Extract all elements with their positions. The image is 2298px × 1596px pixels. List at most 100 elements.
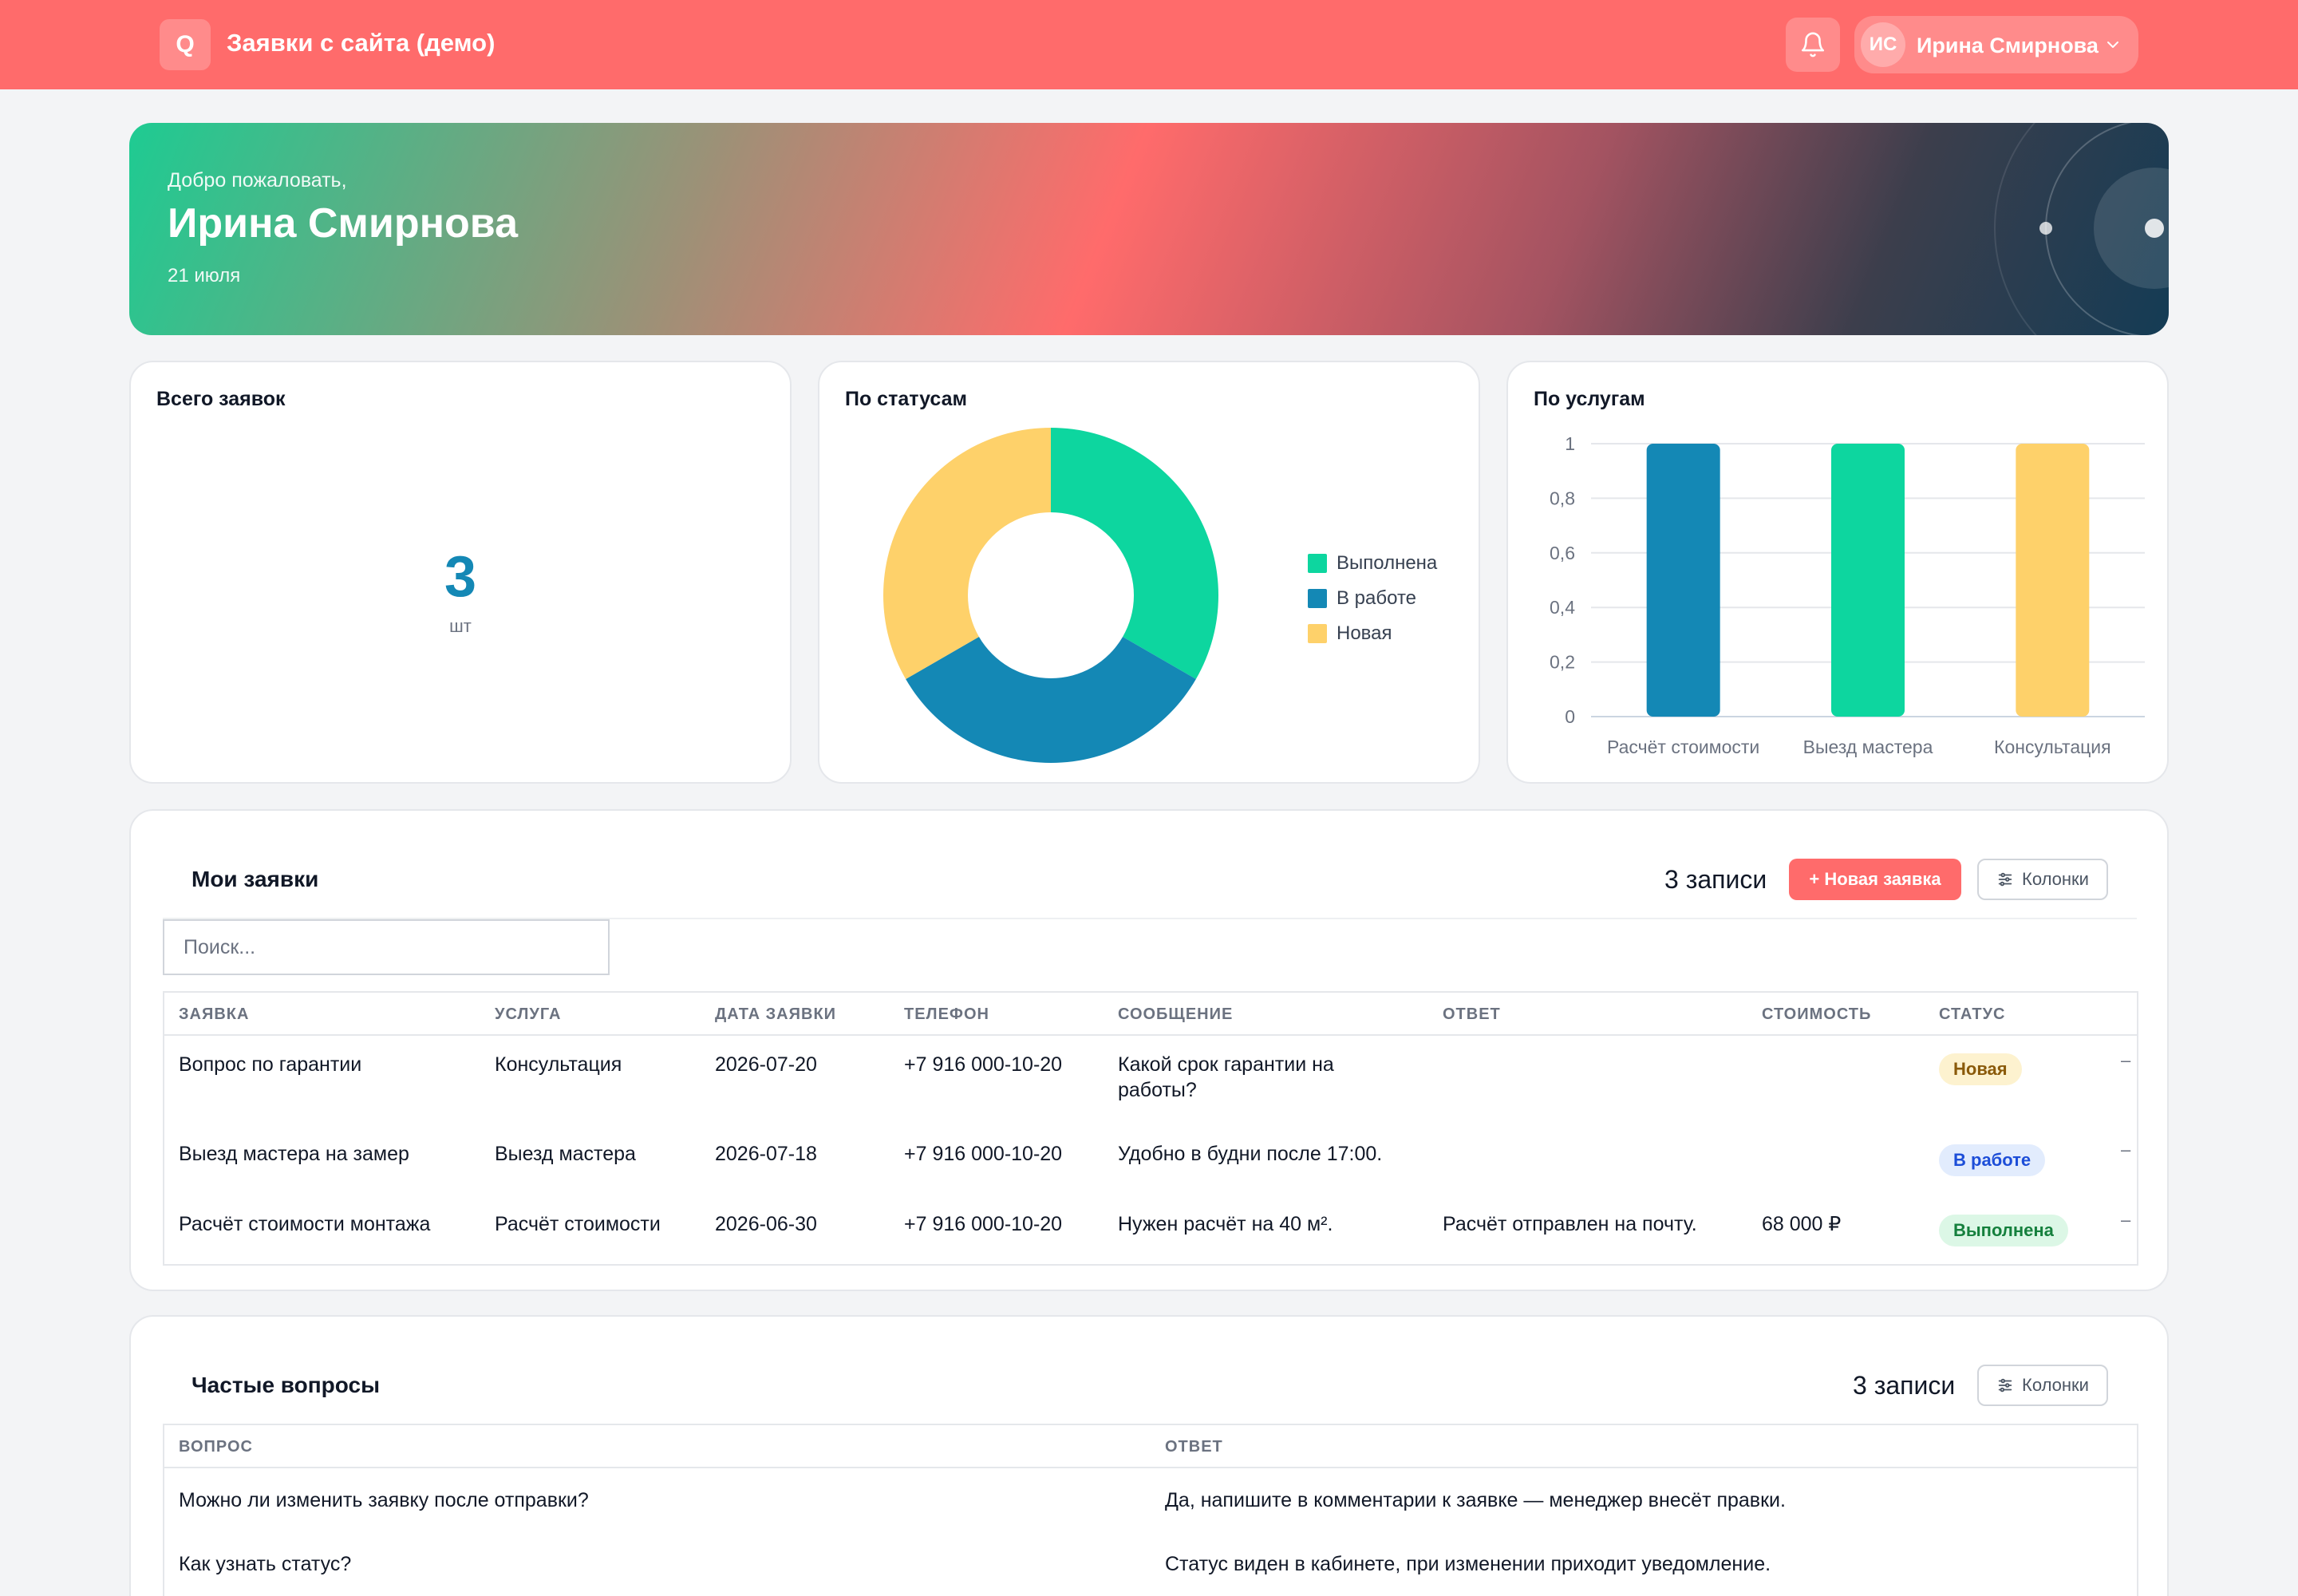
legend-swatch bbox=[1308, 624, 1327, 643]
welcome-user-name: Ирина Смирнова bbox=[168, 200, 519, 247]
request-message: Нужен расчёт на 40 м². bbox=[1118, 1213, 1333, 1235]
faq-columns-button-label: Колонки bbox=[2022, 1375, 2089, 1395]
column-header-request[interactable]: Заявка bbox=[179, 1005, 250, 1023]
requests-table: Заявка Услуга Дата заявки Телефон Сообще… bbox=[163, 991, 2138, 1266]
request-message: Удобно в будни после 17:00. bbox=[1118, 1143, 1383, 1165]
request-service: Выезд мастера bbox=[495, 1143, 636, 1165]
bar[interactable] bbox=[1646, 444, 1720, 717]
requests-count: 3 записи bbox=[1664, 865, 1767, 894]
services-chart-title: По услугам bbox=[1534, 388, 1645, 410]
request-phone: +7 916 000-10-20 bbox=[904, 1053, 1063, 1076]
bar[interactable] bbox=[2016, 444, 2090, 717]
faq-count: 3 записи bbox=[1853, 1371, 1956, 1400]
y-tick-label: 0,8 bbox=[1550, 488, 1575, 508]
faq-question: Как узнать статус? bbox=[179, 1553, 352, 1575]
columns-button[interactable]: Колонки bbox=[1977, 859, 2108, 900]
column-header-price[interactable]: Стоимость bbox=[1762, 1005, 1872, 1023]
user-name: Ирина Смирнова bbox=[1917, 34, 2099, 57]
y-tick-label: 1 bbox=[1565, 433, 1575, 454]
x-tick-label: Расчёт стоимости bbox=[1607, 737, 1759, 757]
request-service: Расчёт стоимости bbox=[495, 1213, 661, 1235]
legend-item[interactable]: Новая bbox=[1308, 616, 1437, 651]
status-badge: Выполнена bbox=[1939, 1215, 2068, 1246]
requests-title: Мои заявки bbox=[192, 867, 319, 891]
request-message-cont: работы? bbox=[1118, 1079, 1197, 1101]
total-requests-unit: шт bbox=[449, 616, 472, 636]
legend-label: Выполнена bbox=[1337, 552, 1438, 574]
faq-answer: Статус виден в кабинете, при изменении п… bbox=[1165, 1553, 1771, 1575]
request-name[interactable]: Расчёт стоимости монтажа bbox=[179, 1213, 431, 1235]
search-input[interactable] bbox=[163, 919, 610, 975]
column-header-date[interactable]: Дата заявки bbox=[715, 1005, 837, 1023]
bell-icon bbox=[1801, 32, 1825, 57]
column-header-status[interactable]: Статус bbox=[1939, 1005, 2006, 1023]
y-tick-label: 0 bbox=[1565, 706, 1575, 727]
welcome-banner: Добро пожаловать, Ирина Смирнова 21 июля bbox=[129, 123, 2169, 335]
column-header-faq-answer[interactable]: Ответ bbox=[1165, 1438, 1223, 1456]
legend-label: Новая bbox=[1337, 622, 1392, 644]
total-requests-title: Всего заявок bbox=[156, 388, 286, 410]
column-header-question[interactable]: Вопрос bbox=[179, 1438, 253, 1456]
notifications-button[interactable] bbox=[1786, 18, 1840, 72]
app-title[interactable]: Заявки с сайта (демо) bbox=[227, 29, 496, 57]
request-message: Какой срок гарантии на bbox=[1118, 1053, 1334, 1076]
faq-answer: Да, напишите в комментарии к заявке — ме… bbox=[1165, 1489, 1786, 1511]
faq-columns-button[interactable]: Колонки bbox=[1977, 1365, 2108, 1406]
legend-swatch bbox=[1308, 554, 1327, 573]
request-phone: +7 916 000-10-20 bbox=[904, 1213, 1063, 1235]
status-legend: Выполнена В работе Новая bbox=[1308, 546, 1437, 651]
faq-title: Частые вопросы bbox=[192, 1373, 380, 1397]
sliders-icon bbox=[1998, 1378, 2012, 1393]
faq-question: Можно ли изменить заявку после отправки? bbox=[179, 1489, 589, 1511]
request-date: 2026-07-20 bbox=[715, 1053, 817, 1076]
top-bar: Q Заявки с сайта (демо) ИС Ирина Смирнов… bbox=[0, 0, 2298, 89]
status-donut-chart bbox=[883, 428, 1218, 763]
x-tick-label: Консультация bbox=[1994, 737, 2111, 757]
orbit-decoration-icon bbox=[1994, 123, 2169, 335]
column-header-phone[interactable]: Телефон bbox=[904, 1005, 989, 1023]
donut-slice-1[interactable] bbox=[1051, 428, 1218, 679]
table-header-divider bbox=[164, 1034, 2137, 1036]
column-header-message[interactable]: Сообщение bbox=[1118, 1005, 1234, 1023]
request-date: 2026-06-30 bbox=[715, 1213, 817, 1235]
row-actions-button[interactable]: – bbox=[2121, 1210, 2131, 1230]
request-phone: +7 916 000-10-20 bbox=[904, 1143, 1063, 1165]
sliders-icon bbox=[1998, 872, 2012, 887]
y-tick-label: 0,4 bbox=[1550, 597, 1575, 618]
row-actions-button[interactable]: – bbox=[2121, 1050, 2131, 1070]
services-bar-chart: 0 0,2 0,4 0,6 0,8 1 Расчёт стоимости Выезд маст… bbox=[1550, 433, 2145, 757]
total-requests-value: 3 bbox=[444, 545, 477, 609]
services-chart-card: По услугам 0 0,2 0,4 0,6 0,8 1 Расчёт стоимост… bbox=[1506, 361, 2169, 784]
columns-button-label: Колонки bbox=[2022, 869, 2089, 889]
donut-slice-2[interactable] bbox=[906, 637, 1196, 763]
column-header-answer[interactable]: Ответ bbox=[1443, 1005, 1501, 1023]
status-badge: В работе bbox=[1939, 1144, 2046, 1176]
request-answer: Расчёт отправлен на почту. bbox=[1443, 1213, 1697, 1235]
donut-slice-3[interactable] bbox=[883, 428, 1051, 679]
new-request-button[interactable]: + Новая заявка bbox=[1789, 859, 1961, 900]
status-badge: Новая bbox=[1939, 1053, 2022, 1085]
column-header-service[interactable]: Услуга bbox=[495, 1005, 562, 1023]
requests-panel: Мои заявки 3 записи + Новая заявка Колон… bbox=[129, 809, 2169, 1291]
legend-swatch bbox=[1308, 589, 1327, 608]
request-service: Консультация bbox=[495, 1053, 622, 1076]
faq-panel: Частые вопросы 3 записи Колонки Вопрос О… bbox=[129, 1315, 2169, 1596]
chevron-down-icon bbox=[2107, 41, 2118, 48]
x-tick-label: Выезд мастера bbox=[1803, 737, 1933, 757]
avatar: ИС bbox=[1861, 22, 1905, 67]
divider bbox=[163, 918, 2137, 919]
bar[interactable] bbox=[1831, 444, 1905, 717]
app-logo[interactable]: Q bbox=[160, 19, 211, 70]
y-tick-label: 0,2 bbox=[1550, 652, 1575, 673]
welcome-text: Добро пожаловать, bbox=[168, 169, 347, 192]
request-price: 68 000 ₽ bbox=[1762, 1213, 1842, 1235]
request-name[interactable]: Выезд мастера на замер bbox=[179, 1143, 409, 1165]
legend-item[interactable]: В работе bbox=[1308, 581, 1437, 616]
row-actions-button[interactable]: – bbox=[2121, 1140, 2131, 1159]
user-menu-button[interactable]: ИС Ирина Смирнова bbox=[1854, 16, 2138, 73]
legend-label: В работе bbox=[1337, 587, 1417, 609]
legend-item[interactable]: Выполнена bbox=[1308, 546, 1437, 581]
request-name[interactable]: Вопрос по гарантии bbox=[179, 1053, 362, 1076]
table-header-divider bbox=[164, 1467, 2137, 1468]
status-chart-card: По статусам Выполнена В работе Новая bbox=[818, 361, 1480, 784]
